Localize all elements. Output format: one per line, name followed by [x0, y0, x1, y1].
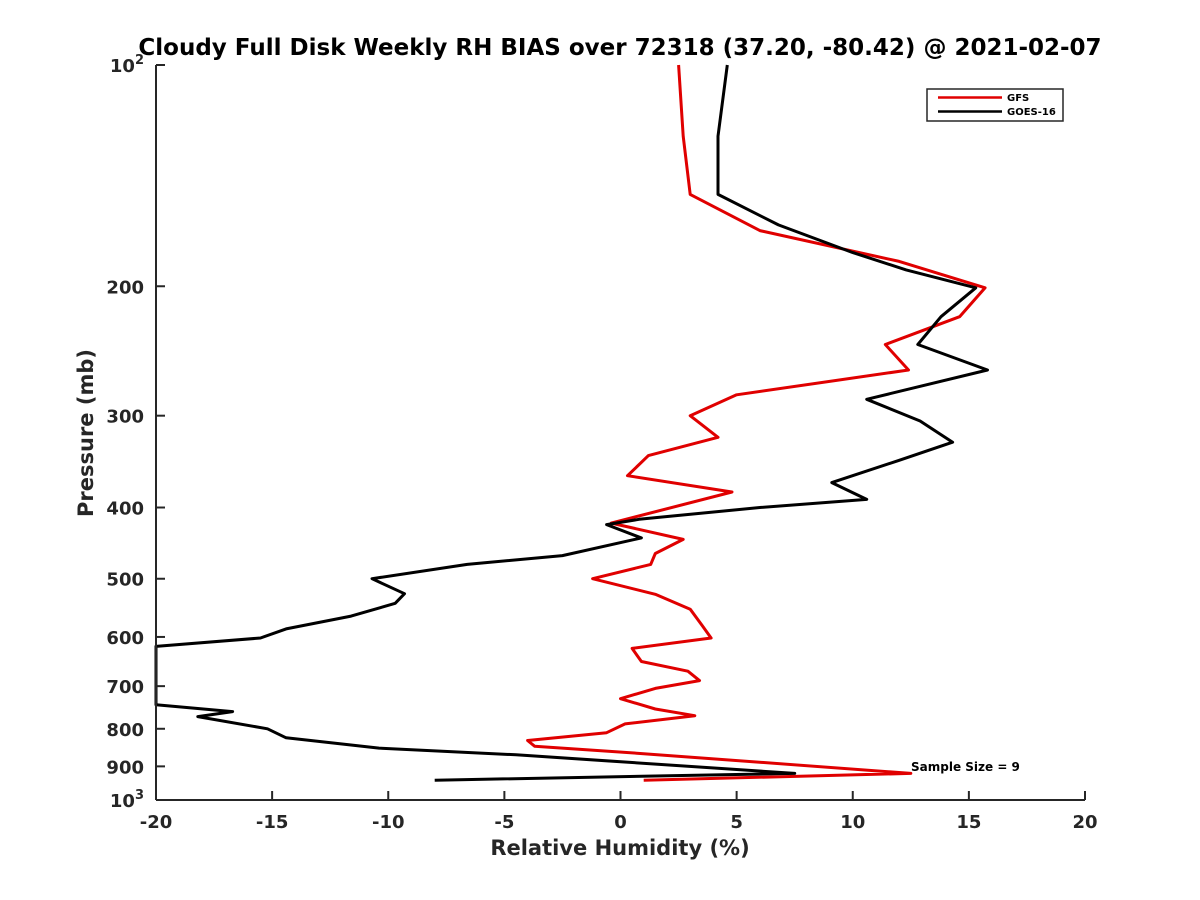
- y-tick-exponent: 3: [135, 788, 144, 803]
- x-tick-label: 15: [956, 812, 981, 833]
- x-tick-label: 10: [840, 812, 865, 833]
- sample-size-annotation: Sample Size = 9: [911, 760, 1020, 774]
- x-tick-label: -20: [140, 812, 173, 833]
- y-tick-label: 900: [106, 757, 144, 778]
- y-tick-label: 102: [110, 53, 144, 77]
- y-tick-exponent: 2: [135, 53, 144, 68]
- x-tick-label: -10: [372, 812, 405, 833]
- chart-title: Cloudy Full Disk Weekly RH BIAS over 723…: [138, 35, 1101, 61]
- y-axis-label: Pressure (mb): [74, 349, 98, 517]
- x-tick-label: 20: [1072, 812, 1097, 833]
- y-tick-label: 103: [110, 788, 144, 812]
- x-tick-label: 5: [730, 812, 743, 833]
- series-line-goes16: [154, 64, 989, 782]
- series-layer: [154, 64, 989, 782]
- y-ticks: 102 200 300 400 500 600 700 800 900 103: [106, 53, 165, 812]
- y-tick-label: 300: [106, 407, 144, 428]
- x-tick-label: -15: [256, 812, 289, 833]
- y-tick-label: 600: [106, 628, 144, 649]
- legend-label-goes16: GOES-16: [1007, 107, 1056, 118]
- y-tick-label: 800: [106, 720, 144, 741]
- series-line-gfs: [526, 64, 987, 782]
- x-axis-label: Relative Humidity (%): [490, 836, 749, 860]
- legend: GFS GOES-16: [926, 88, 1064, 122]
- y-tick-label: 700: [106, 677, 144, 698]
- legend-box: [926, 88, 1064, 122]
- legend-label-gfs: GFS: [1007, 93, 1029, 104]
- y-tick-label: 400: [106, 499, 144, 520]
- x-tick-label: 0: [614, 812, 627, 833]
- x-tick-label: -5: [494, 812, 514, 833]
- y-tick-label: 200: [106, 277, 144, 298]
- x-ticks: -20 -15 -10 -5 0 5 10 15 20: [140, 791, 1098, 833]
- y-tick-label: 500: [106, 570, 144, 591]
